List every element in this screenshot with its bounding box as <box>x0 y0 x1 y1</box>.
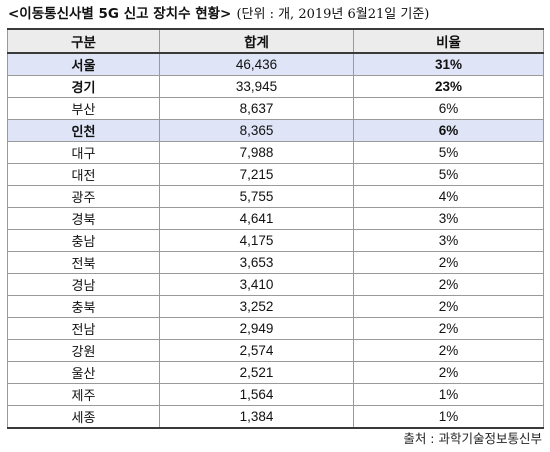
table-row: 광주 5,755 4% <box>7 185 544 208</box>
table-row: 울산 2,521 2% <box>7 361 544 384</box>
cell-total: 8,637 <box>159 97 354 120</box>
cell-total: 1,384 <box>159 405 354 429</box>
cell-ratio: 2% <box>353 273 544 296</box>
cell-total: 7,988 <box>159 141 354 164</box>
cell-ratio: 3% <box>353 207 544 230</box>
cell-ratio: 3% <box>353 229 544 252</box>
cell-ratio: 5% <box>353 163 544 186</box>
cell-ratio: 6% <box>353 119 544 142</box>
cell-region: 충북 <box>7 295 160 318</box>
cell-region: 서울 <box>7 52 160 76</box>
cell-region: 제주 <box>7 383 160 406</box>
cell-total: 7,215 <box>159 163 354 186</box>
cell-total: 5,755 <box>159 185 354 208</box>
header-region: 구분 <box>7 28 160 54</box>
cell-region: 대구 <box>7 141 160 164</box>
cell-ratio: 4% <box>353 185 544 208</box>
cell-region: 인천 <box>7 119 160 142</box>
table-header-row: 구분 합계 비율 <box>7 28 544 54</box>
header-ratio: 비율 <box>353 28 544 54</box>
table-row: 충북 3,252 2% <box>7 295 544 318</box>
cell-ratio: 6% <box>353 97 544 120</box>
cell-region: 부산 <box>7 97 160 120</box>
cell-ratio: 5% <box>353 141 544 164</box>
cell-total: 3,252 <box>159 295 354 318</box>
cell-region: 강원 <box>7 339 160 362</box>
table-row: 대전 7,215 5% <box>7 163 544 186</box>
cell-region: 울산 <box>7 361 160 384</box>
table-row: 경남 3,410 2% <box>7 273 544 296</box>
cell-region: 대전 <box>7 163 160 186</box>
table-row: 부산 8,637 6% <box>7 97 544 120</box>
cell-ratio: 31% <box>353 52 544 76</box>
cell-ratio: 2% <box>353 339 544 362</box>
table-body: 서울 46,436 31% 경기 33,945 23% 부산 8,637 6% 인천 8,365 6%… <box>7 52 544 429</box>
cell-ratio: 2% <box>353 361 544 384</box>
cell-ratio: 2% <box>353 295 544 318</box>
table-row: 충남 4,175 3% <box>7 229 544 252</box>
table-row: 인천 8,365 6% <box>7 119 544 142</box>
table-title: <이동통신사별 5G 신고 장치수 현황> (단위 : 개, 2019년 6월2… <box>8 4 429 22</box>
cell-region: 전북 <box>7 251 160 274</box>
cell-region: 경기 <box>7 75 160 98</box>
cell-total: 3,653 <box>159 251 354 274</box>
cell-region: 광주 <box>7 185 160 208</box>
title-main: <이동통신사별 5G 신고 장치수 현황> <box>8 6 232 22</box>
cell-ratio: 1% <box>353 383 544 406</box>
table-row: 경북 4,641 3% <box>7 207 544 230</box>
cell-ratio: 2% <box>353 317 544 340</box>
table-row: 전남 2,949 2% <box>7 317 544 340</box>
cell-total: 2,521 <box>159 361 354 384</box>
cell-total: 46,436 <box>159 52 354 76</box>
cell-region: 경남 <box>7 273 160 296</box>
cell-ratio: 1% <box>353 405 544 429</box>
source-note: 출처 : 과학기술정보통신부 <box>403 431 542 446</box>
cell-total: 2,949 <box>159 317 354 340</box>
cell-region: 경북 <box>7 207 160 230</box>
title-unit-note: (단위 : 개, 2019년 6월21일 기준) <box>236 7 430 22</box>
cell-ratio: 2% <box>353 251 544 274</box>
cell-total: 4,641 <box>159 207 354 230</box>
table-row: 서울 46,436 31% <box>7 52 544 76</box>
device-count-table: 구분 합계 비율 서울 46,436 31% 경기 33,945 23% 부산 8,637 6%… <box>7 28 544 429</box>
table-row: 세종 1,384 1% <box>7 405 544 429</box>
cell-total: 33,945 <box>159 75 354 98</box>
table-row: 전북 3,653 2% <box>7 251 544 274</box>
cell-total: 2,574 <box>159 339 354 362</box>
cell-total: 3,410 <box>159 273 354 296</box>
cell-ratio: 23% <box>353 75 544 98</box>
cell-region: 충남 <box>7 229 160 252</box>
cell-total: 1,564 <box>159 383 354 406</box>
cell-total: 8,365 <box>159 119 354 142</box>
cell-total: 4,175 <box>159 229 354 252</box>
table-row: 강원 2,574 2% <box>7 339 544 362</box>
table-row: 대구 7,988 5% <box>7 141 544 164</box>
cell-region: 전남 <box>7 317 160 340</box>
header-total: 합계 <box>159 28 354 54</box>
table-row: 경기 33,945 23% <box>7 75 544 98</box>
cell-region: 세종 <box>7 405 160 429</box>
table-row: 제주 1,564 1% <box>7 383 544 406</box>
